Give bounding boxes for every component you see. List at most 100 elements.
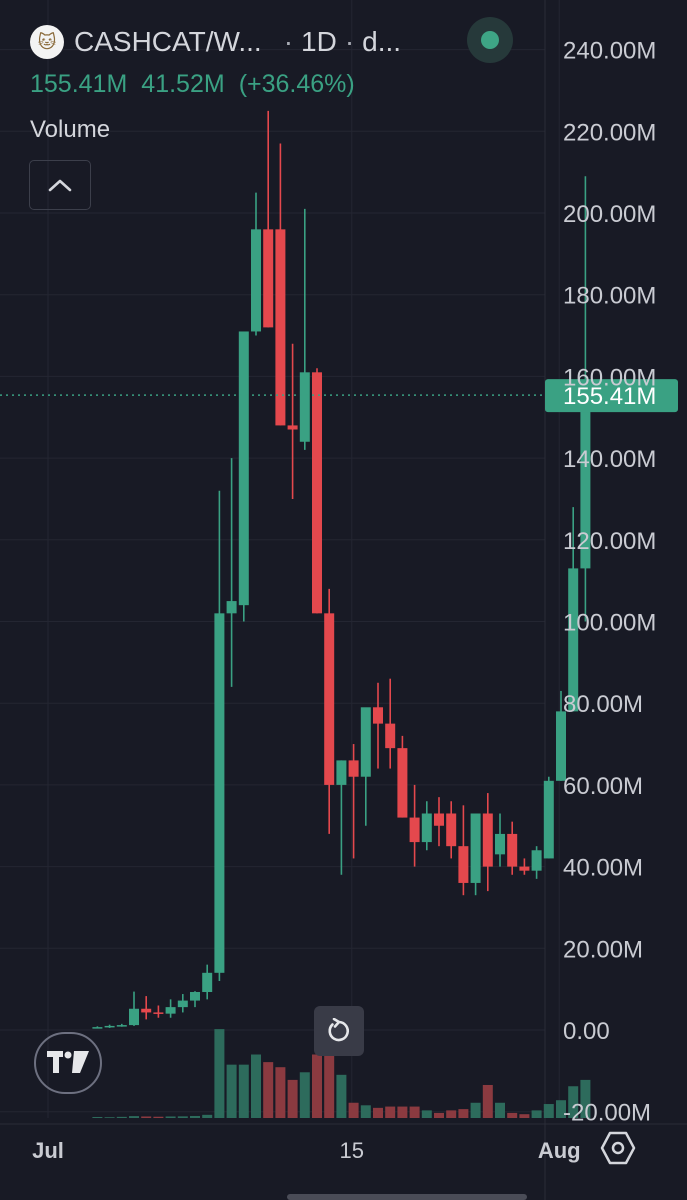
ohlc-change: 41.52M [141,70,225,98]
time-axis[interactable]: Jul 15 Aug [32,1138,580,1163]
y-tick-label: 80.00M [563,691,643,718]
candle-body [202,972,213,993]
volume-bar [92,1116,103,1118]
volume-bar [129,1116,139,1118]
volume-bar [348,1102,359,1118]
y-tick-label: 0.00 [563,1018,610,1045]
candle-body [238,331,249,606]
y-tick-label: -20.00M [563,1100,651,1127]
candle-body [470,813,481,883]
y-tick-label: 60.00M [563,773,643,800]
ohlc-change-pct: (+36.46%) [238,70,355,98]
candle-body [531,850,542,871]
volume-bar [470,1102,481,1118]
candle-body [507,833,518,867]
volume-bar [446,1110,457,1118]
settings-hexagon-glyph [600,1131,636,1165]
header-separator-1: · [283,26,294,57]
candle-body [434,813,444,826]
home-indicator-bar [287,1194,527,1200]
volume-bar [385,1106,396,1118]
live-status-dot-icon [481,31,499,49]
volume-indicator-label[interactable]: Volume [30,116,111,143]
volume-bar [568,1086,579,1118]
volume-bar [202,1114,213,1118]
live-status-indicator[interactable] [467,17,513,63]
volume-bar [190,1115,200,1118]
y-tick-label: 100.00M [563,610,656,637]
volume-bar [556,1100,566,1118]
candle-body [116,1025,127,1027]
volume-bar [263,1062,274,1118]
x-tick-label: 15 [340,1138,364,1163]
volume-bars [92,1029,591,1118]
volume-bar [275,1067,286,1118]
chart-header[interactable]: 🐱 CASHCAT/W... · 1D · d... [30,22,401,62]
candle-body [409,817,420,843]
volume-bar [373,1107,383,1118]
volume-bar [580,1079,591,1118]
volume-bar [177,1116,188,1118]
cat-avatar-icon: 🐱 [30,25,64,59]
candle-body [336,760,347,785]
last-price-label: 155.41M [563,383,656,410]
volume-bar [421,1110,432,1118]
volume-bar [299,1072,310,1118]
ohlc-value: 155.41M [30,70,128,98]
volume-bar [116,1116,127,1118]
last-price-badge[interactable] [545,379,678,413]
volume-bar [336,1074,347,1118]
candle-body [421,813,432,843]
candle-body [385,723,396,749]
candle-body [458,846,469,883]
candle-body [299,372,310,442]
tradingview-logo-icon[interactable] [34,1032,102,1094]
price-axis[interactable]: 240.00M 220.00M 200.00M 180.00M 160.00M 140.0… [563,38,656,1127]
candle-body [360,707,371,777]
y-tick-label: 180.00M [563,283,656,310]
volume-bar [409,1106,420,1118]
y-tick-label: 20.00M [563,936,643,963]
candle-body [446,813,457,847]
ohlc-legend: 155.41M 41.52M (+36.46%) [30,70,355,99]
interval-label[interactable]: 1D [301,26,337,57]
y-tick-label: 140.00M [563,446,656,473]
candle-body [165,1007,176,1014]
y-tick-label: 160.00M [563,364,656,391]
candle-body [214,613,225,973]
volume-bar [104,1117,115,1118]
y-tick-label: 220.00M [563,119,656,146]
volume-bar [507,1112,518,1118]
source-label: d... [362,26,402,57]
volume-bar [141,1116,152,1118]
symbol-name[interactable]: CASHCAT/W... [74,26,262,57]
candle-body [153,1012,164,1014]
candle-body [226,601,237,614]
candle-body [104,1025,115,1028]
settings-hexagon-icon[interactable] [600,1130,636,1171]
volume-bar [519,1114,530,1118]
volume-bar [251,1054,261,1118]
y-tick-label: 200.00M [563,201,656,228]
candle-body [287,425,298,430]
reset-chart-button[interactable] [314,1006,364,1056]
candle-body [251,229,261,332]
candle-body [263,229,274,328]
candle-body [141,1008,152,1013]
candle-body [312,372,322,614]
candle-body [129,1008,139,1026]
y-tick-label: 120.00M [563,528,656,555]
x-tick-label: Jul [32,1138,64,1163]
candle-body [580,395,591,569]
candle-body [556,711,566,781]
candle-body [397,748,408,818]
volume-bar [287,1079,298,1118]
collapse-legend-button[interactable] [29,160,91,210]
volume-bar [531,1110,542,1118]
tradingview-logo-mark [47,1051,89,1073]
volume-bar [482,1084,493,1118]
volume-bar [434,1112,444,1118]
candle-body [92,1027,103,1029]
volume-bar [165,1116,176,1118]
